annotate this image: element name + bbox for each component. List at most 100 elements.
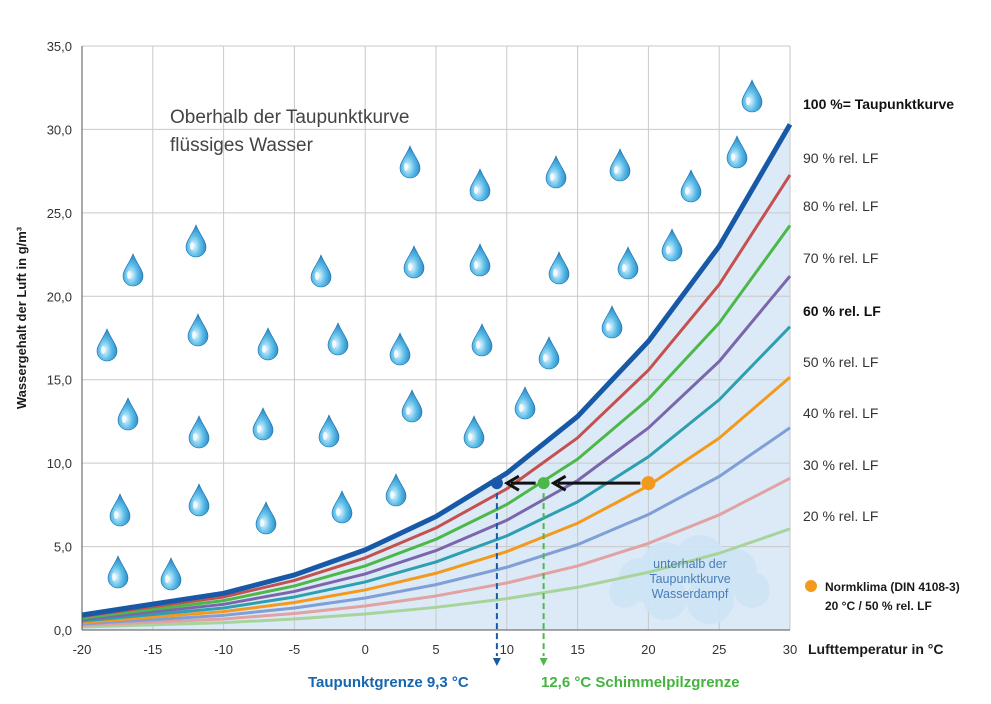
drop-highlight bbox=[614, 166, 618, 174]
cloud-text-1: unterhalb der bbox=[653, 557, 727, 571]
y-tick-label: 20,0 bbox=[47, 289, 72, 304]
drop-highlight bbox=[101, 346, 105, 354]
drop-highlight bbox=[112, 573, 116, 581]
water-drop-icon bbox=[109, 493, 131, 527]
drop-highlight bbox=[408, 263, 412, 271]
arrowhead-taupunkt bbox=[503, 474, 520, 492]
x-tick-label: -15 bbox=[143, 642, 162, 657]
humidity-curves: 100 %= Taupunktkurve 90 % rel. LF 80 % rel… bbox=[81, 96, 954, 629]
water-drop-icon bbox=[609, 148, 631, 182]
curve-label-90: 90 % rel. LF bbox=[803, 150, 878, 166]
water-drop-icon bbox=[96, 328, 118, 362]
x-tick-label: 30 bbox=[783, 642, 797, 657]
water-drop-icon bbox=[122, 253, 144, 287]
schimmel-arrowhead bbox=[539, 658, 548, 666]
water-drop-icon bbox=[255, 501, 277, 535]
water-drop-icon bbox=[401, 389, 423, 423]
curve-label-60: 60 % rel. LF bbox=[803, 303, 881, 319]
y-tick-label: 25,0 bbox=[47, 206, 72, 221]
curve-100 bbox=[81, 123, 793, 618]
y-tick-label: 35,0 bbox=[47, 39, 72, 54]
curve-30 bbox=[81, 476, 791, 627]
water-drop-icon bbox=[680, 169, 702, 203]
axes: -20 -15 -10 -5 0 5 10 15 20 25 30 0,0 5,0 10,0 15,0 20,… bbox=[47, 39, 798, 657]
x-tick-label: -10 bbox=[214, 642, 233, 657]
schimmel-label: 12,6 °C Schimmelpilzgrenze bbox=[541, 674, 740, 691]
drop-highlight bbox=[114, 511, 118, 519]
normklima-label-1: Normklima (DIN 4108-3) bbox=[825, 580, 960, 594]
cloud-puff bbox=[609, 576, 641, 608]
schimmel-point bbox=[537, 477, 550, 490]
x-tick-label: 5 bbox=[432, 642, 439, 657]
drop-highlight bbox=[193, 501, 197, 509]
water-drop-icon bbox=[187, 313, 209, 347]
drop-highlight bbox=[192, 331, 196, 339]
water-drop-icon bbox=[469, 243, 491, 277]
water-drop-icon bbox=[726, 135, 748, 169]
water-drop-icon bbox=[469, 168, 491, 202]
curve-label-30: 30 % rel. LF bbox=[803, 457, 878, 473]
annotation-above-2: flüssiges Wasser bbox=[170, 135, 314, 156]
water-drop-icon bbox=[471, 323, 493, 357]
cloud-text-2: Taupunktkurve bbox=[649, 572, 730, 586]
drop-highlight bbox=[468, 433, 472, 441]
y-tick-label: 0,0 bbox=[54, 623, 72, 638]
water-drop-icon bbox=[741, 79, 763, 113]
x-tick-label: 20 bbox=[641, 642, 655, 657]
water-drop-icon bbox=[548, 251, 570, 285]
water-drop-icon bbox=[327, 322, 349, 356]
x-axis-label: Lufttemperatur in °C bbox=[808, 641, 944, 657]
drop-highlight bbox=[390, 491, 394, 499]
drop-highlight bbox=[543, 354, 547, 362]
curve-90 bbox=[81, 174, 792, 618]
water-drop-icon bbox=[310, 254, 332, 288]
drop-highlight bbox=[406, 407, 410, 415]
x-tick-label: 10 bbox=[500, 642, 514, 657]
normklima-point bbox=[641, 476, 656, 491]
water-drop-icon bbox=[538, 336, 560, 370]
water-drop-icon bbox=[107, 555, 129, 589]
water-drop-icon bbox=[257, 327, 279, 361]
x-tick-label: -5 bbox=[289, 642, 301, 657]
water-drop-icon bbox=[331, 490, 353, 524]
drop-highlight bbox=[332, 340, 336, 348]
normklima-legend-dot bbox=[805, 580, 817, 592]
drop-highlight bbox=[190, 242, 194, 250]
drop-highlight bbox=[474, 261, 478, 269]
curve-label-40: 40 % rel. LF bbox=[803, 405, 878, 421]
y-tick-label: 10,0 bbox=[47, 456, 72, 471]
taupunkt-label: Taupunktgrenze 9,3 °C bbox=[308, 674, 469, 691]
curve-20 bbox=[81, 527, 791, 629]
water-drop-icon bbox=[463, 415, 485, 449]
curve-label-70: 70 % rel. LF bbox=[803, 250, 878, 266]
water-drop-icon bbox=[188, 483, 210, 517]
drop-highlight bbox=[606, 323, 610, 331]
water-drop-icon bbox=[601, 305, 623, 339]
x-tick-label: 0 bbox=[362, 642, 369, 657]
cloud-puff bbox=[643, 576, 687, 620]
drop-highlight bbox=[550, 173, 554, 181]
x-tick-label: 25 bbox=[712, 642, 726, 657]
taupunkt-arrowhead bbox=[492, 658, 501, 666]
drop-highlight bbox=[622, 264, 626, 272]
markers bbox=[490, 474, 656, 666]
drop-highlight bbox=[519, 404, 523, 412]
drop-highlight bbox=[127, 271, 131, 279]
curve-80 bbox=[81, 224, 792, 620]
curve-60 bbox=[81, 325, 792, 623]
water-drop-icon bbox=[188, 415, 210, 449]
normklima-label-2: 20 °C / 50 % rel. LF bbox=[825, 599, 932, 613]
taupunkt-point bbox=[490, 477, 503, 490]
curve-label-20: 20 % rel. LF bbox=[803, 508, 878, 524]
water-drops bbox=[96, 79, 763, 591]
curve-70 bbox=[81, 275, 792, 621]
cloud-puff bbox=[734, 572, 770, 608]
curve-40 bbox=[81, 426, 791, 626]
water-drop-icon bbox=[389, 332, 411, 366]
drop-highlight bbox=[553, 269, 557, 277]
y-tick-label: 5,0 bbox=[54, 540, 72, 555]
drop-highlight bbox=[262, 345, 266, 353]
water-drop-icon bbox=[117, 397, 139, 431]
drop-highlight bbox=[165, 575, 169, 583]
